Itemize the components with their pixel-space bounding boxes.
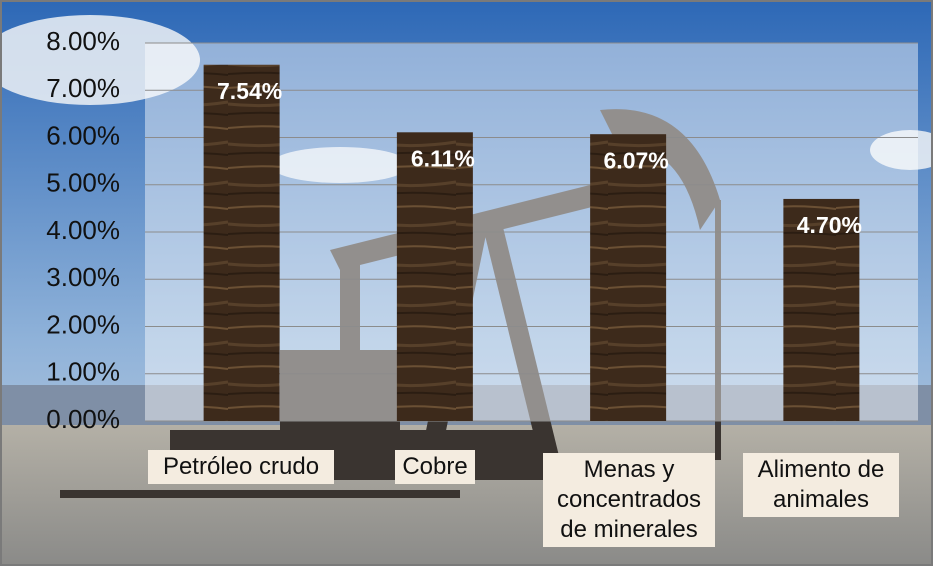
value-label: 7.54% — [217, 78, 282, 104]
bar — [783, 198, 860, 421]
x-tick-label: Petróleo crudo — [148, 450, 334, 484]
y-tick-label: 6.00% — [46, 120, 120, 150]
x-tick-label: Cobre — [395, 450, 475, 484]
bar — [590, 134, 667, 421]
bar — [203, 64, 280, 422]
cloud — [0, 15, 200, 105]
y-tick-label: 5.00% — [46, 168, 120, 198]
y-tick-label: 8.00% — [46, 26, 120, 56]
y-tick-label: 4.00% — [46, 215, 120, 245]
bar — [396, 132, 473, 422]
y-tick-label: 7.00% — [46, 73, 120, 103]
y-tick-label: 1.00% — [46, 357, 120, 387]
value-label: 6.11% — [411, 145, 475, 171]
y-tick-label: 3.00% — [46, 262, 120, 292]
cloud — [270, 147, 410, 183]
value-label: 4.70% — [797, 212, 862, 238]
y-tick-label: 0.00% — [46, 404, 120, 434]
cloud — [870, 130, 933, 170]
y-tick-label: 2.00% — [46, 309, 120, 339]
x-tick-label: Menas y concentrados de minerales — [543, 453, 715, 547]
value-label: 6.07% — [604, 147, 669, 173]
x-tick-label: Alimento de animales — [743, 453, 899, 517]
